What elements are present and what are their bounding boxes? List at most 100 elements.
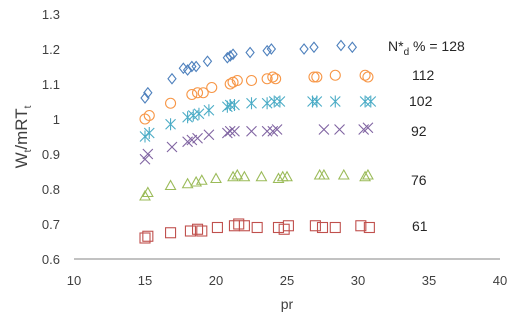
data-point bbox=[193, 107, 205, 120]
data-point bbox=[271, 124, 283, 135]
y-axis-title-sub1: t bbox=[23, 149, 34, 152]
data-point bbox=[363, 221, 375, 234]
data-point bbox=[359, 69, 371, 81]
data-point bbox=[165, 118, 176, 131]
data-point bbox=[140, 92, 150, 104]
data-point bbox=[182, 136, 193, 148]
x-axis-title: pr bbox=[281, 296, 294, 312]
data-point bbox=[231, 74, 243, 87]
y-tick-label: 1 bbox=[53, 112, 60, 127]
data-point bbox=[316, 221, 329, 234]
series-102 bbox=[139, 95, 377, 143]
data-point bbox=[278, 223, 290, 235]
data-point bbox=[186, 88, 198, 101]
data-point bbox=[309, 220, 321, 232]
data-point bbox=[309, 41, 319, 54]
data-point bbox=[261, 125, 273, 137]
y-tick-label: 1.3 bbox=[42, 7, 60, 22]
data-point bbox=[139, 153, 151, 165]
data-point bbox=[227, 170, 239, 182]
data-point bbox=[311, 71, 323, 83]
data-point bbox=[267, 71, 279, 83]
series-76 bbox=[139, 168, 374, 201]
data-point bbox=[359, 170, 372, 182]
data-point bbox=[281, 170, 293, 182]
data-point bbox=[231, 168, 244, 180]
data-point bbox=[308, 71, 320, 83]
data-point bbox=[238, 220, 250, 232]
data-point bbox=[362, 71, 374, 83]
data-point bbox=[262, 44, 272, 57]
data-point bbox=[141, 186, 154, 198]
series-label-128-prefix: N* bbox=[388, 38, 404, 54]
data-point bbox=[178, 62, 189, 75]
data-point bbox=[164, 179, 177, 191]
y-axis-title: Wt/mRTt bbox=[12, 105, 34, 168]
data-point bbox=[181, 177, 194, 189]
x-tick-label: 20 bbox=[209, 273, 223, 288]
data-point bbox=[187, 60, 197, 73]
data-point bbox=[318, 124, 330, 135]
series-61 bbox=[139, 218, 375, 244]
data-point bbox=[225, 50, 235, 62]
series-label-102: 102 bbox=[409, 93, 433, 109]
data-point bbox=[358, 124, 370, 135]
data-point bbox=[299, 43, 309, 55]
series-label-128-sub: d bbox=[404, 47, 410, 58]
data-point bbox=[197, 87, 209, 99]
data-point bbox=[355, 220, 367, 232]
data-point bbox=[191, 223, 204, 235]
data-point bbox=[317, 168, 330, 180]
x-tick-label: 10 bbox=[67, 273, 81, 288]
x-tick-label: 35 bbox=[422, 273, 436, 288]
data-point bbox=[329, 221, 341, 234]
series-92 bbox=[139, 122, 374, 165]
data-point bbox=[229, 99, 240, 111]
data-point bbox=[251, 221, 263, 234]
data-point bbox=[191, 87, 204, 99]
data-point bbox=[365, 95, 377, 108]
data-point bbox=[362, 122, 374, 134]
x-tick-labels: 10 15 20 25 30 35 40 bbox=[67, 273, 507, 288]
y-tick-label: 1.1 bbox=[42, 77, 60, 92]
data-point bbox=[266, 43, 277, 55]
data-point bbox=[261, 73, 273, 85]
data-point bbox=[255, 170, 268, 182]
data-point bbox=[165, 97, 177, 109]
data-point bbox=[245, 74, 258, 87]
data-point bbox=[224, 125, 236, 137]
data-point bbox=[347, 41, 358, 54]
data-point bbox=[246, 97, 257, 110]
data-point bbox=[184, 225, 196, 237]
data-point bbox=[142, 148, 154, 160]
data-point bbox=[224, 78, 236, 90]
series-label-128-suffix: % = 128 bbox=[409, 38, 465, 54]
data-point bbox=[270, 73, 282, 85]
data-point bbox=[143, 109, 155, 122]
series-128 bbox=[140, 39, 358, 104]
data-point bbox=[167, 72, 177, 85]
data-point bbox=[210, 172, 222, 184]
data-point bbox=[336, 39, 346, 52]
data-point bbox=[334, 124, 345, 135]
data-point bbox=[268, 95, 280, 108]
y-tick-label: 1.2 bbox=[42, 42, 60, 57]
x-tick-label: 25 bbox=[280, 273, 294, 288]
data-point bbox=[261, 97, 273, 110]
data-point bbox=[274, 95, 286, 108]
data-point bbox=[337, 168, 350, 180]
series-label-112: 112 bbox=[412, 67, 435, 83]
data-point bbox=[203, 129, 215, 141]
data-point bbox=[311, 95, 323, 108]
data-point bbox=[192, 132, 203, 144]
x-tick-label: 15 bbox=[138, 273, 152, 288]
data-point bbox=[196, 225, 208, 237]
data-point bbox=[228, 48, 238, 61]
y-tick-label: 0.6 bbox=[42, 252, 60, 267]
data-point bbox=[143, 127, 155, 139]
data-point bbox=[191, 60, 201, 73]
x-tick-label: 30 bbox=[351, 273, 365, 288]
data-point bbox=[267, 125, 279, 137]
data-point bbox=[229, 125, 240, 137]
